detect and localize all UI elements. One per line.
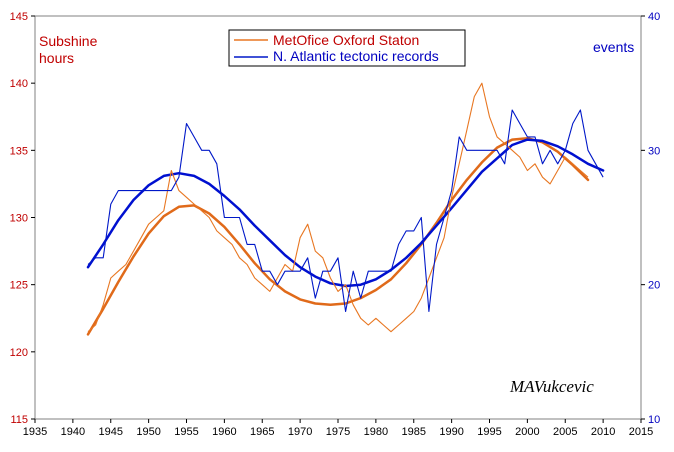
y-left-tick-label: 120 — [10, 347, 28, 359]
y-left-tick-label: 130 — [10, 213, 28, 225]
trend-curve-tectonic — [86, 138, 605, 288]
series-layer — [87, 82, 604, 333]
legend-label-metoffice: MetOfice Oxford Staton — [273, 32, 419, 48]
x-tick-label: 1940 — [61, 426, 85, 438]
series-line-metoffice — [87, 82, 589, 333]
legend: MetOfice Oxford Staton N. Atlantic tecto… — [228, 29, 466, 67]
x-tick-label: 1955 — [174, 426, 198, 438]
x-tick-label: 1935 — [23, 426, 47, 438]
x-tick-label: 1975 — [326, 426, 350, 438]
x-tick-label: 2015 — [629, 426, 653, 438]
y-right-tick-label: 20 — [648, 280, 660, 292]
x-tick-label: 1950 — [136, 426, 160, 438]
x-tick-label: 1965 — [250, 426, 274, 438]
x-tick-label: 1960 — [212, 426, 236, 438]
y-left-tick-label: 125 — [10, 280, 28, 292]
x-tick-label: 1990 — [439, 426, 463, 438]
series-line-tectonic — [87, 109, 604, 313]
y-left-tick-label: 140 — [10, 78, 28, 90]
x-tick-label: 1995 — [477, 426, 501, 438]
x-tick-label: 1945 — [99, 426, 123, 438]
ticks-layer: 1935 1940 1945 1950 1955 1960 1965 1970 1975 1980… — [10, 11, 661, 438]
x-tick-label: 2010 — [591, 426, 615, 438]
legend-label-tectonic: N. Atlantic tectonic records — [273, 48, 439, 64]
left-axis-label-line1: Subshine — [39, 33, 98, 49]
y-right-tick-label: 40 — [648, 11, 660, 23]
plot-area — [34, 15, 642, 420]
y-left-tick-label: 145 — [10, 11, 28, 23]
signature: MAVukcevic — [509, 377, 594, 396]
x-tick-label: 1980 — [364, 426, 388, 438]
x-tick-label: 2005 — [553, 426, 577, 438]
y-right-tick-label: 10 — [648, 414, 660, 426]
x-tick-label: 2000 — [515, 426, 539, 438]
left-axis-label-line2: hours — [39, 50, 74, 66]
right-axis-label: events — [593, 39, 634, 55]
legend-box — [228, 29, 466, 67]
y-right-tick-label: 30 — [648, 145, 660, 157]
x-tick-label: 1970 — [288, 426, 312, 438]
y-left-tick-label: 115 — [10, 414, 28, 426]
x-tick-label: 1985 — [402, 426, 426, 438]
y-left-tick-label: 135 — [10, 145, 28, 157]
